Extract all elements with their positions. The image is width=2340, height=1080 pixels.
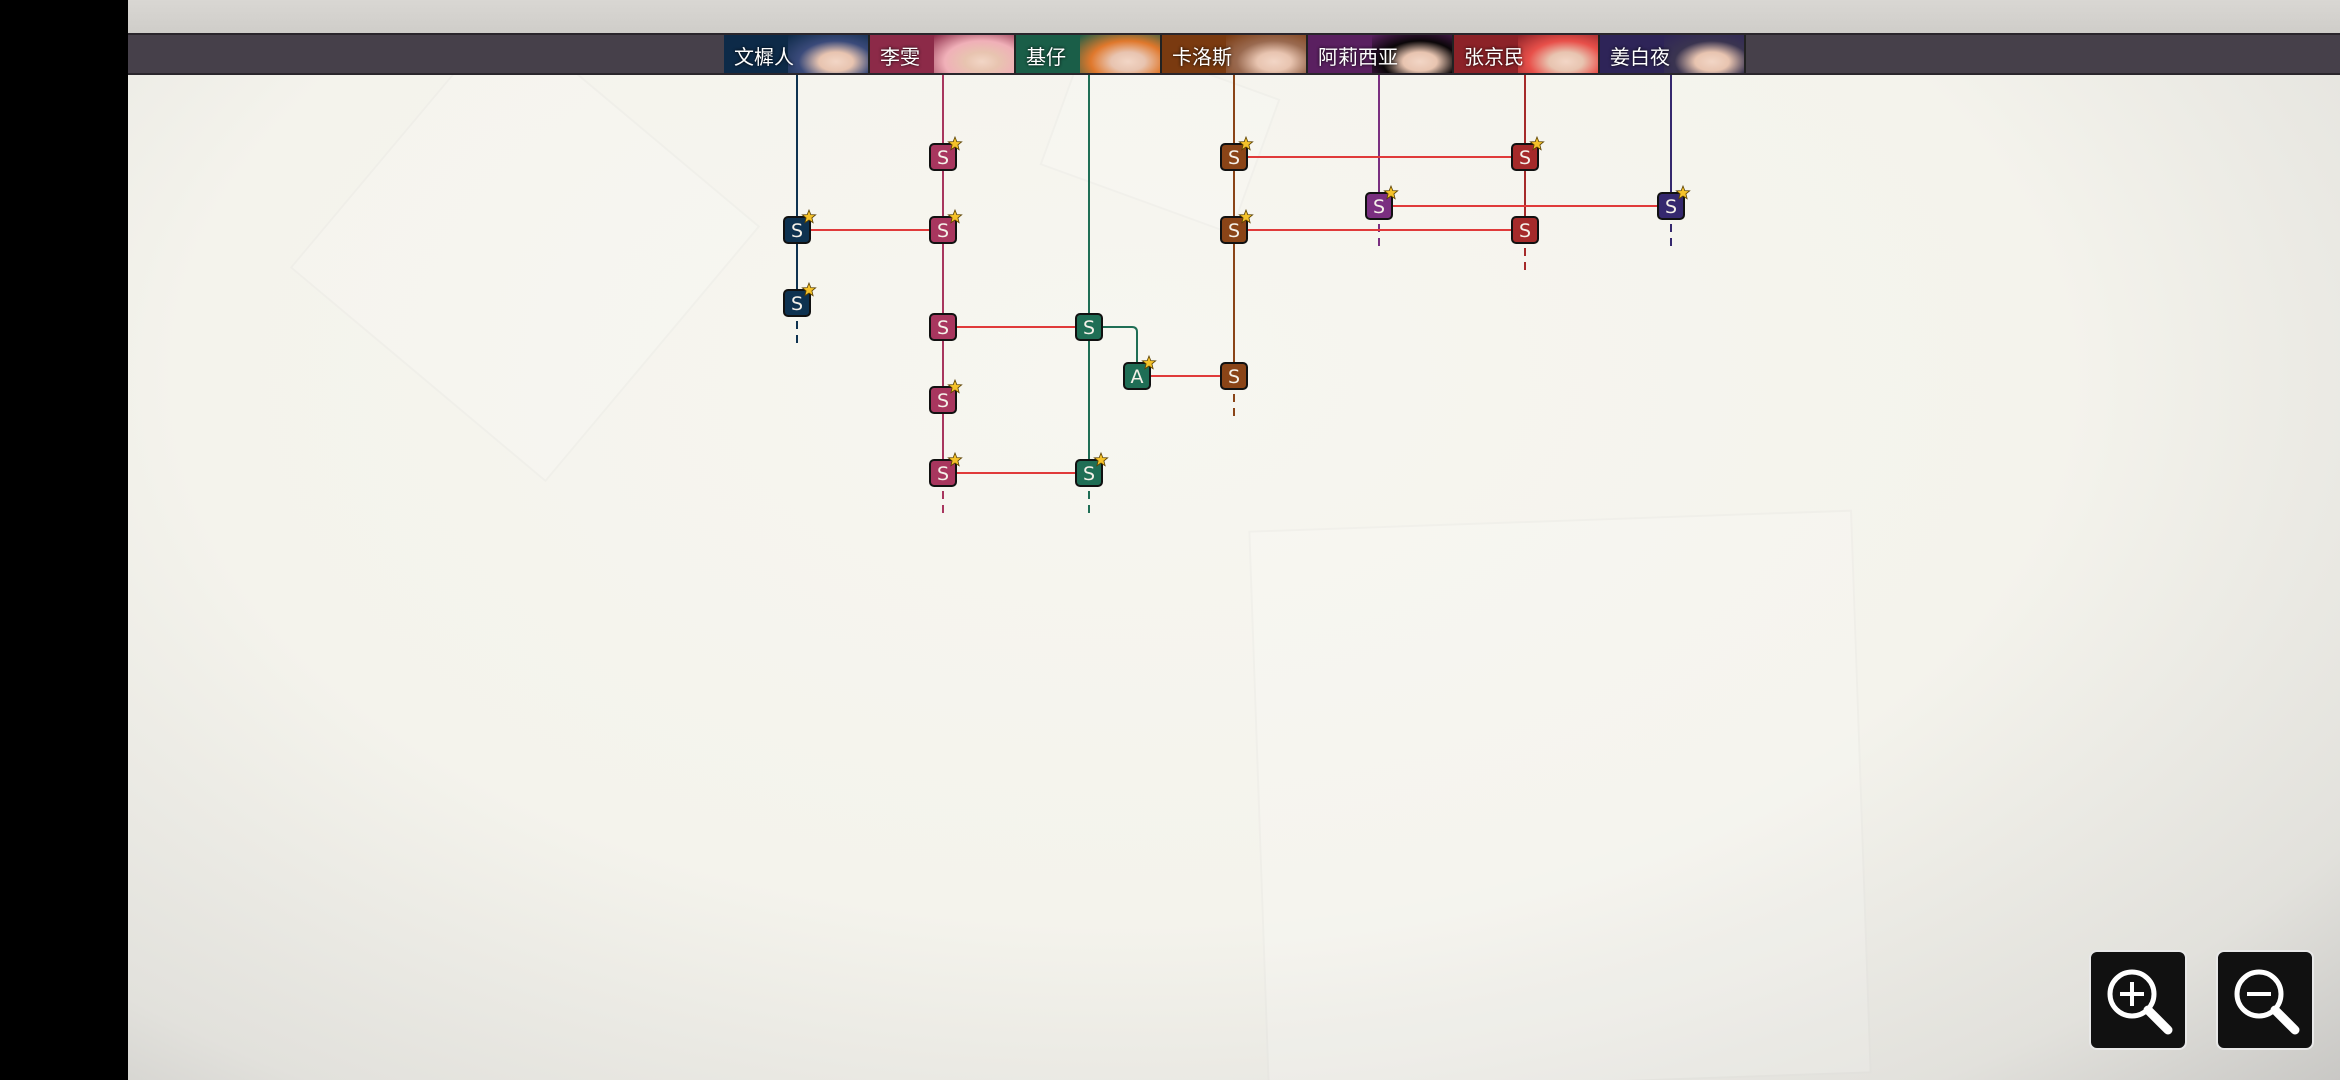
character-name: 张京民 — [1464, 45, 1524, 69]
character-tab[interactable]: 基仔 — [1016, 35, 1162, 73]
route-node[interactable]: S — [1220, 362, 1248, 390]
route-node[interactable]: S — [1511, 216, 1539, 244]
character-tab[interactable]: 文樨人 — [724, 35, 870, 73]
character-portrait — [1080, 35, 1160, 73]
relationship-map[interactable]: 文樨人 李雯 基仔 卡洛斯 阿莉西亚 张京民 姜白夜 S S S S S S S S S A S S S S S S S — [128, 0, 2340, 1080]
route-node[interactable]: A — [1123, 354, 1157, 390]
star-icon — [1238, 135, 1254, 151]
route-node[interactable]: S — [929, 378, 963, 414]
character-portrait — [788, 35, 868, 73]
zoom-in-icon — [2107, 969, 2173, 1035]
node-box — [1220, 143, 1248, 171]
character-name: 姜白夜 — [1610, 45, 1670, 69]
node-grade: S — [1228, 147, 1240, 169]
star-icon — [1238, 208, 1254, 224]
character-portrait — [1226, 35, 1306, 73]
node-box — [1075, 313, 1103, 341]
route-graph: S S S S S S S S S A S S S S S S S — [783, 75, 1691, 513]
left-letterbox — [0, 0, 128, 1080]
route-node[interactable]: S — [1511, 135, 1545, 171]
character-portrait — [934, 35, 1014, 73]
node-box — [1075, 459, 1103, 487]
zoom-out-icon — [2234, 969, 2300, 1035]
character-portrait — [1664, 35, 1744, 73]
node-box — [1123, 362, 1151, 390]
node-grade: S — [937, 317, 949, 339]
node-box — [783, 289, 811, 317]
zoom-out-button[interactable] — [2216, 950, 2314, 1050]
route-node[interactable]: S — [929, 313, 957, 341]
character-tab[interactable]: 姜白夜 — [1600, 35, 1746, 73]
route-node[interactable]: S — [1075, 451, 1109, 487]
node-grade: S — [1519, 147, 1531, 169]
star-icon — [1383, 184, 1399, 200]
character-tab[interactable]: 卡洛斯 — [1162, 35, 1308, 73]
node-grade: S — [791, 220, 803, 242]
star-icon — [947, 135, 963, 151]
character-portrait — [1372, 35, 1452, 73]
character-tab[interactable]: 阿莉西亚 — [1308, 35, 1454, 73]
node-grade: S — [1373, 196, 1385, 218]
star-icon — [801, 281, 817, 297]
route-node[interactable]: S — [783, 281, 817, 317]
node-grade: S — [1083, 463, 1095, 485]
character-name: 文樨人 — [734, 45, 794, 69]
node-box — [1511, 216, 1539, 244]
node-box — [783, 216, 811, 244]
branch-line — [1089, 326, 1138, 376]
node-grade: S — [1228, 220, 1240, 242]
route-node[interactable]: S — [1075, 313, 1103, 341]
character-name: 阿莉西亚 — [1318, 45, 1398, 69]
node-grade: S — [937, 463, 949, 485]
zoom-in-button[interactable] — [2089, 950, 2187, 1050]
node-grade: S — [937, 390, 949, 412]
star-icon — [1141, 354, 1157, 370]
star-icon — [947, 451, 963, 467]
route-node[interactable]: S — [1220, 208, 1254, 244]
route-node[interactable]: S — [929, 451, 963, 487]
route-node[interactable]: S — [929, 135, 963, 171]
node-grade: S — [791, 293, 803, 315]
route-node[interactable]: S — [1365, 184, 1399, 220]
route-node[interactable]: S — [929, 208, 963, 244]
route-node[interactable]: S — [1220, 135, 1254, 171]
node-grade: S — [1665, 196, 1677, 218]
node-box — [929, 143, 957, 171]
node-box — [929, 216, 957, 244]
star-icon — [1675, 184, 1691, 200]
node-grade: S — [1519, 220, 1531, 242]
node-grade: S — [1228, 366, 1240, 388]
star-icon — [947, 378, 963, 394]
character-tab[interactable]: 李雯 — [870, 35, 1016, 73]
node-grade: A — [1131, 366, 1144, 388]
node-box — [1657, 192, 1685, 220]
star-icon — [1529, 135, 1545, 151]
character-tab[interactable]: 张京民 — [1454, 35, 1600, 73]
character-name: 李雯 — [880, 45, 920, 69]
node-grade: S — [937, 220, 949, 242]
star-icon — [1093, 451, 1109, 467]
node-box — [929, 459, 957, 487]
top-strip — [128, 0, 2340, 33]
route-node[interactable]: S — [783, 208, 817, 244]
character-portrait — [1518, 35, 1598, 73]
node-box — [1220, 362, 1248, 390]
star-icon — [947, 208, 963, 224]
character-name: 基仔 — [1026, 45, 1066, 69]
node-box — [929, 313, 957, 341]
node-box — [1365, 192, 1393, 220]
node-grade: S — [1083, 317, 1095, 339]
node-grade: S — [937, 147, 949, 169]
node-box — [929, 386, 957, 414]
node-box — [1511, 143, 1539, 171]
route-node[interactable]: S — [1657, 184, 1691, 220]
node-box — [1220, 216, 1248, 244]
character-name: 卡洛斯 — [1172, 45, 1232, 69]
star-icon — [801, 208, 817, 224]
